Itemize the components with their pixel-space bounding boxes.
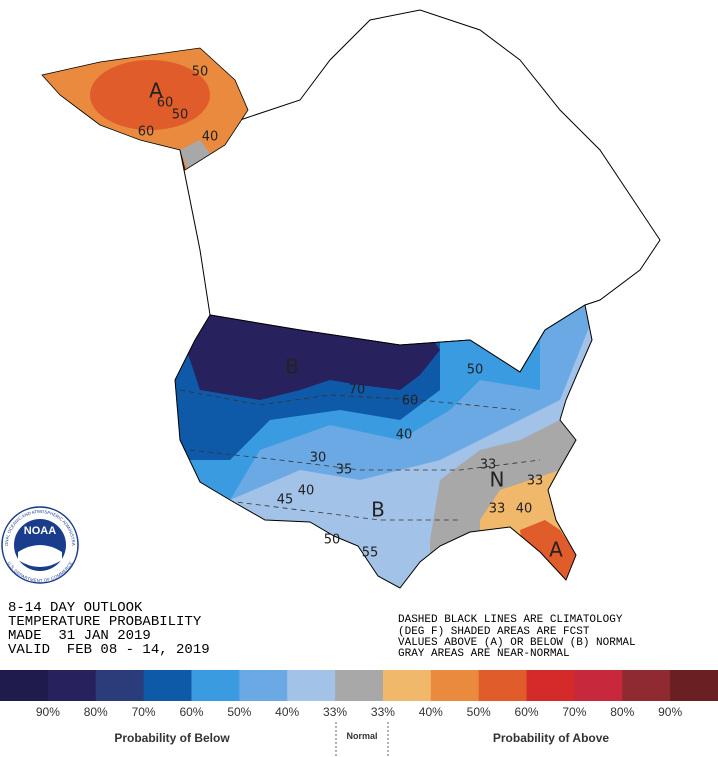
- title-line: 8-14 DAY OUTLOOK: [8, 600, 143, 616]
- map-label: 50: [467, 363, 484, 378]
- map-label: A: [549, 538, 563, 562]
- legend-swatch: [382, 670, 432, 701]
- legend-swatch: [239, 670, 288, 701]
- map-label: 60: [138, 125, 155, 140]
- map-label: 33: [527, 474, 544, 489]
- legend-tick-label: 33%: [323, 705, 347, 719]
- legend-swatch: [95, 670, 145, 701]
- map-label: A: [149, 79, 163, 103]
- legend-swatch: [335, 670, 384, 701]
- legend-swatch: [574, 670, 623, 701]
- legend-swatch: [526, 670, 575, 701]
- map-label: 33: [489, 502, 506, 517]
- map-label: 30: [310, 451, 327, 466]
- note-line: DASHED BLACK LINES ARE CLIMATOLOGY: [398, 614, 623, 626]
- map: A 50 60 50 40 60 B 70 60 50 40 30 35 40 …: [41, 9, 661, 589]
- legend-tick-label: 40%: [419, 705, 443, 719]
- title-line: TEMPERATURE PROBABILITY: [8, 614, 202, 630]
- legend-swatch: [287, 670, 336, 701]
- map-label: 40: [202, 130, 219, 145]
- legend-tick-label: 40%: [275, 705, 299, 719]
- legend-swatch: [0, 670, 49, 701]
- legend-tick-label: 90%: [36, 705, 60, 719]
- legend-tick-label: 33%: [371, 705, 395, 719]
- map-label: 50: [172, 108, 189, 123]
- map-label: 40: [516, 502, 533, 517]
- legend-below-title: Probability of Below: [114, 731, 230, 745]
- legend-normal-title: Normal: [346, 731, 377, 741]
- map-label: N: [490, 468, 505, 492]
- map-label: B: [285, 355, 299, 379]
- legend-tick-label: 60%: [179, 705, 203, 719]
- legend-tick-label: 50%: [467, 705, 491, 719]
- map-label: 45: [277, 493, 294, 508]
- map-label: 70: [349, 383, 366, 398]
- map-label: 60: [157, 96, 174, 111]
- map-label: 35: [336, 463, 353, 478]
- map-label: 50: [324, 533, 341, 548]
- note-block: DASHED BLACK LINES ARE CLIMATOLOGY (DEG …: [398, 614, 636, 660]
- legend: Probability of Below Normal Probability …: [0, 670, 718, 757]
- map-label: 40: [298, 484, 315, 499]
- title-block: 8-14 DAY OUTLOOK TEMPERATURE PROBABILITY…: [8, 600, 210, 658]
- legend-swatch: [478, 670, 528, 701]
- legend-swatch: [430, 670, 480, 701]
- us-outline: [174, 304, 593, 589]
- legend-tick-label: 80%: [84, 705, 108, 719]
- map-label: 40: [396, 428, 413, 443]
- map-label: 55: [362, 546, 379, 561]
- note-line: (DEG F) SHADED AREAS ARE FCST: [398, 626, 590, 638]
- legend-tick-label: 70%: [132, 705, 156, 719]
- alaska-outline: [41, 47, 249, 171]
- map-label: 50: [192, 65, 209, 80]
- legend-swatch: [143, 670, 192, 701]
- legend-tick-label: 60%: [515, 705, 539, 719]
- map-label: 60: [402, 394, 419, 409]
- legend-tick-label: 80%: [610, 705, 634, 719]
- note-line: VALUES ABOVE (A) OR BELOW (B) NORMAL: [398, 637, 636, 649]
- legend-swatch: [191, 670, 240, 701]
- legend-tick-label: 90%: [658, 705, 682, 719]
- legend-swatch: [47, 670, 97, 701]
- map-label: 33: [480, 458, 497, 473]
- legend-tick-label: 70%: [562, 705, 586, 719]
- logo-name: NOAA: [24, 525, 56, 537]
- legend-swatch: [670, 670, 718, 701]
- legend-swatch: [622, 670, 671, 701]
- legend-above-title: Probability of Above: [493, 731, 610, 745]
- legend-tick-label: 50%: [227, 705, 251, 719]
- map-label: B: [371, 498, 385, 522]
- title-line: VALID FEB 08 - 14, 2019: [8, 642, 210, 658]
- title-line: MADE 31 JAN 2019: [8, 628, 151, 644]
- note-line: GRAY AREAS ARE NEAR-NORMAL: [398, 648, 570, 660]
